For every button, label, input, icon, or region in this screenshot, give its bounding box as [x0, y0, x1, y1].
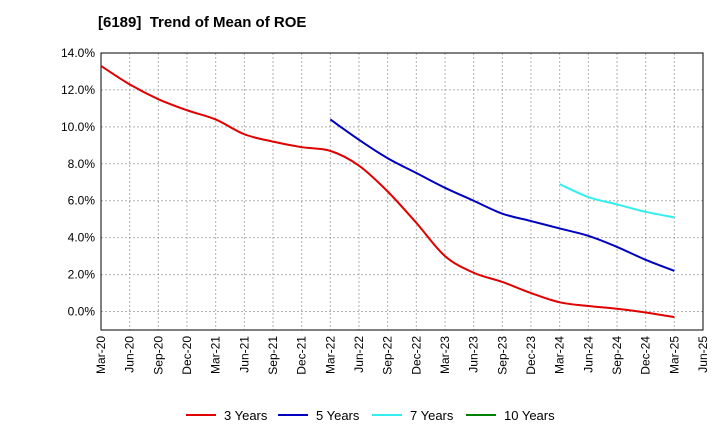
- x-tick-label: Jun-20: [123, 336, 137, 373]
- y-tick-label: 6.0%: [68, 194, 96, 208]
- x-axis: Mar-20 Jun-20 Sep-20 Dec-20 Mar-21 Jun-21 Sep-…: [94, 336, 710, 375]
- x-tick-label: Sep-23: [495, 336, 509, 375]
- series-lines: [100, 65, 675, 319]
- x-tick-label: Jun-24: [581, 336, 595, 373]
- plot-area: [100, 52, 704, 331]
- chart-title: [6189] Trend of Mean of ROE: [98, 14, 307, 31]
- x-tick-label: Mar-25: [667, 336, 681, 374]
- x-tick-label: Sep-24: [610, 336, 624, 375]
- legend-label-7-years: 7 Years: [410, 408, 454, 423]
- x-tick-label: Jun-21: [237, 336, 251, 373]
- x-tick-label: Jun-22: [352, 336, 366, 373]
- x-tick-label: Mar-21: [209, 336, 223, 374]
- y-tick-label: 4.0%: [68, 231, 96, 245]
- x-tick-label: Mar-24: [553, 336, 567, 374]
- x-tick-label: Mar-23: [438, 336, 452, 374]
- series-line-7-years: [559, 183, 675, 219]
- x-tick-label: Dec-24: [639, 336, 653, 375]
- series-line-3-years: [100, 65, 675, 319]
- x-tick-label: Mar-20: [94, 336, 108, 374]
- x-tick-label: Dec-21: [295, 336, 309, 375]
- x-tick-label: Mar-22: [323, 336, 337, 374]
- y-tick-label: 12.0%: [61, 83, 95, 97]
- legend: 3 Years 5 Years 7 Years 10 Years: [186, 408, 555, 423]
- legend-label-3-years: 3 Years: [224, 408, 268, 423]
- x-tick-label: Sep-22: [381, 336, 395, 375]
- y-tick-label: 0.0%: [68, 305, 96, 319]
- y-tick-label: 14.0%: [61, 46, 95, 60]
- y-axis: 0.0% 2.0% 4.0% 6.0% 8.0% 10.0% 12.0% 14.0%: [61, 46, 95, 319]
- x-tick-label: Dec-20: [180, 336, 194, 375]
- x-tick-label: Sep-20: [151, 336, 165, 375]
- x-tick-label: Dec-22: [409, 336, 423, 375]
- y-tick-label: 8.0%: [68, 157, 96, 171]
- x-tick-label: Dec-23: [524, 336, 538, 375]
- x-tick-label: Jun-23: [467, 336, 481, 373]
- series-line-5-years: [329, 118, 675, 272]
- legend-label-10-years: 10 Years: [504, 408, 555, 423]
- x-tick-label: Jun-25: [696, 336, 710, 373]
- y-tick-label: 2.0%: [68, 268, 96, 282]
- grid-lines: [101, 52, 703, 330]
- legend-label-5-years: 5 Years: [316, 408, 360, 423]
- x-tick-label: Sep-21: [266, 336, 280, 375]
- y-tick-label: 10.0%: [61, 120, 95, 134]
